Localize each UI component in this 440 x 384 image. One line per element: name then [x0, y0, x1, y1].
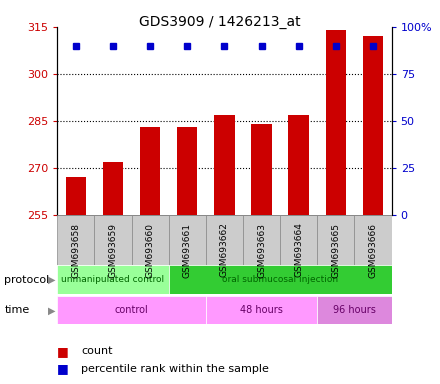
Bar — [57, 265, 169, 294]
Bar — [355, 215, 392, 265]
Bar — [214, 115, 235, 215]
Bar — [317, 215, 355, 265]
Text: ▶: ▶ — [48, 275, 55, 285]
Text: control: control — [115, 305, 148, 315]
Bar — [132, 215, 169, 265]
Bar — [206, 296, 317, 324]
Text: GSM693662: GSM693662 — [220, 223, 229, 277]
Text: 96 hours: 96 hours — [333, 305, 376, 315]
Bar — [280, 215, 317, 265]
Bar — [169, 215, 206, 265]
Bar — [103, 162, 123, 215]
Text: time: time — [4, 305, 29, 315]
Text: GSM693661: GSM693661 — [183, 223, 192, 278]
Bar — [177, 127, 198, 215]
Bar — [57, 296, 206, 324]
Bar — [206, 215, 243, 265]
Bar — [94, 215, 132, 265]
Bar — [243, 215, 280, 265]
Text: 48 hours: 48 hours — [240, 305, 283, 315]
Text: percentile rank within the sample: percentile rank within the sample — [81, 364, 269, 374]
Bar — [289, 115, 309, 215]
Bar — [317, 296, 392, 324]
Bar — [326, 30, 346, 215]
Bar — [57, 215, 94, 265]
Text: GDS3909 / 1426213_at: GDS3909 / 1426213_at — [139, 15, 301, 29]
Text: GSM693666: GSM693666 — [369, 223, 378, 278]
Text: GSM693665: GSM693665 — [331, 223, 341, 278]
Text: unmanipulated control: unmanipulated control — [61, 275, 165, 284]
Text: GSM693658: GSM693658 — [71, 223, 80, 278]
Text: GSM693663: GSM693663 — [257, 223, 266, 278]
Text: count: count — [81, 346, 113, 356]
Text: oral submucosal injection: oral submucosal injection — [222, 275, 338, 284]
Bar — [140, 127, 160, 215]
Text: GSM693664: GSM693664 — [294, 223, 303, 277]
Bar — [363, 36, 383, 215]
Text: ▶: ▶ — [48, 305, 55, 315]
Bar — [251, 124, 272, 215]
Text: GSM693660: GSM693660 — [146, 223, 154, 278]
Bar — [169, 265, 392, 294]
Text: GSM693659: GSM693659 — [108, 223, 117, 278]
Bar — [66, 177, 86, 215]
Text: protocol: protocol — [4, 275, 50, 285]
Text: ■: ■ — [57, 345, 69, 358]
Text: ■: ■ — [57, 362, 69, 375]
